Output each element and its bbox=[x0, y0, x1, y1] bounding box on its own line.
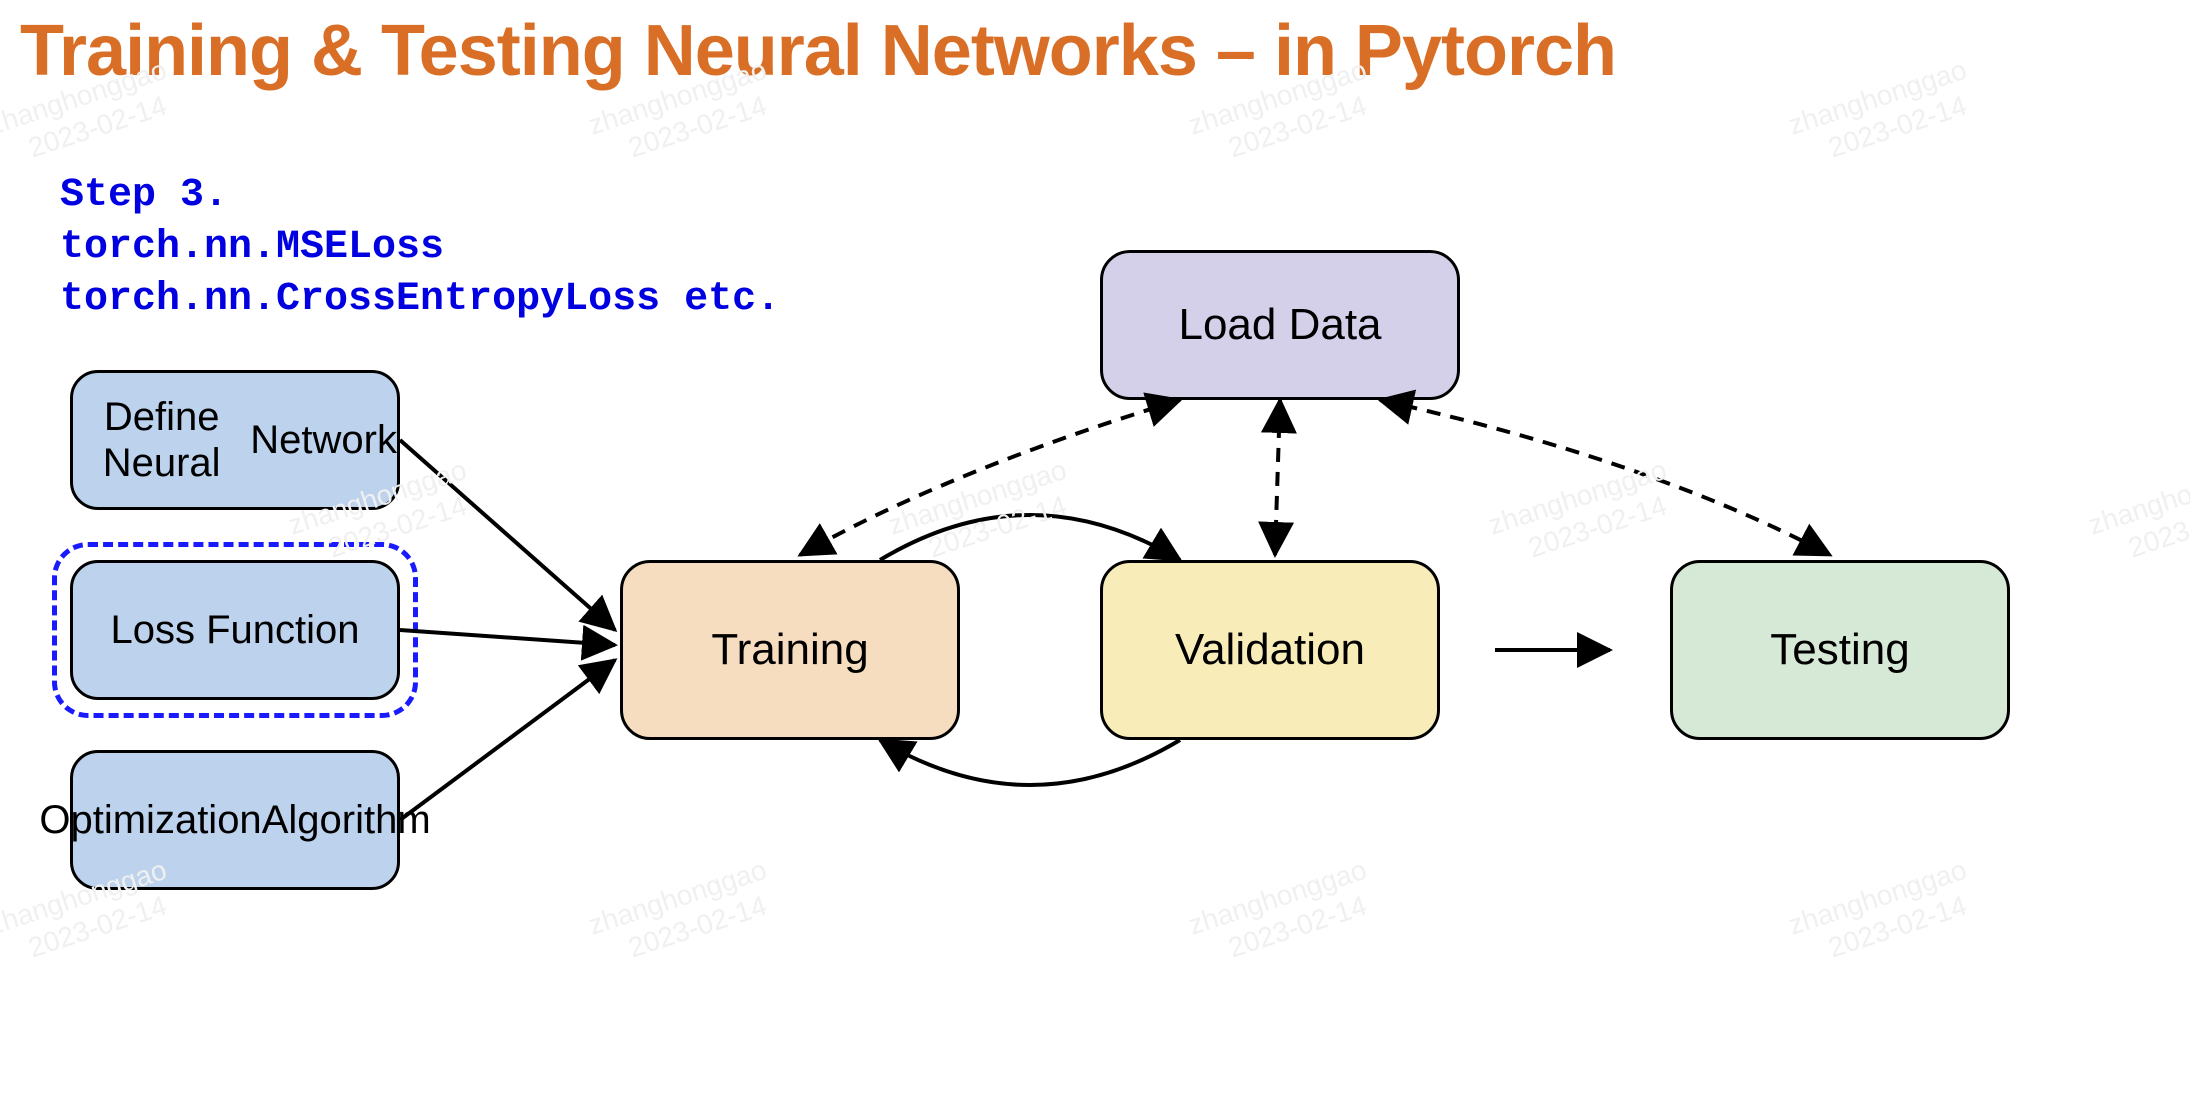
edge-opt-to-training bbox=[400, 660, 615, 820]
watermark: zhanghonggao 2023-02-14 bbox=[884, 453, 1081, 574]
edge-training-val-bottom bbox=[880, 740, 1180, 785]
node-define-nn: Define NeuralNetwork bbox=[70, 370, 400, 510]
watermark: zhanghonggao 2023-02-14 bbox=[1184, 853, 1381, 974]
node-testing: Testing bbox=[1670, 560, 2010, 740]
edge-load-to-training bbox=[800, 400, 1180, 555]
step-code-annotation: Step 3. torch.nn.MSELoss torch.nn.CrossE… bbox=[60, 170, 780, 326]
edge-training-val-top bbox=[880, 515, 1180, 560]
edge-load-to-testing bbox=[1380, 400, 1830, 555]
node-load-data: Load Data bbox=[1100, 250, 1460, 400]
watermark: zhanghonggao 2023-02-14 bbox=[1784, 53, 1981, 174]
node-validation: Validation bbox=[1100, 560, 1440, 740]
watermark: zhanghonggao 2023-02-14 bbox=[1484, 453, 1681, 574]
node-training: Training bbox=[620, 560, 960, 740]
edge-loss-to-training bbox=[400, 630, 615, 645]
node-opt-alg: OptimizationAlgorithm bbox=[70, 750, 400, 890]
edge-nn-to-training bbox=[400, 440, 615, 630]
edge-load-to-validation bbox=[1275, 400, 1280, 555]
node-loss-fn: Loss Function bbox=[70, 560, 400, 700]
watermark: zhanghonggao 2023-02-14 bbox=[584, 853, 781, 974]
watermark: zhanghonggao 2023-02-14 bbox=[1784, 853, 1981, 974]
watermark: zhanghonggao 2023-02-14 bbox=[2084, 453, 2190, 574]
page-title: Training & Testing Neural Networks – in … bbox=[20, 10, 1616, 92]
